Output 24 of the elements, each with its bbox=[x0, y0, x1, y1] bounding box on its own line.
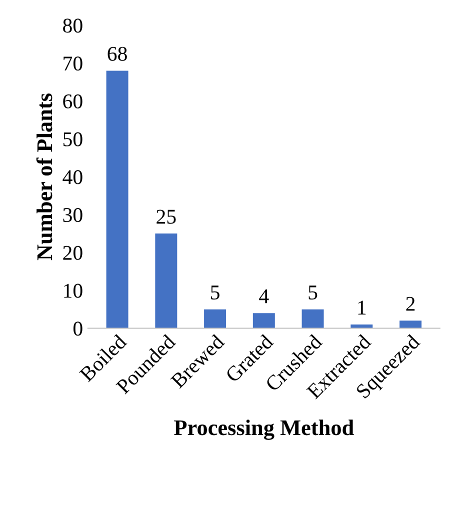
y-tick-label: 20 bbox=[63, 246, 82, 260]
bar bbox=[252, 313, 275, 328]
data-label: 2 bbox=[406, 296, 415, 311]
data-label: 5 bbox=[211, 286, 220, 300]
bar bbox=[302, 309, 324, 328]
data-label: 68 bbox=[108, 46, 127, 61]
y-tick-label: 60 bbox=[63, 94, 82, 108]
data-label: 5 bbox=[308, 286, 318, 300]
y-tick-label: 50 bbox=[63, 132, 82, 146]
y-tick-label: 10 bbox=[64, 284, 82, 298]
y-tick-label: 40 bbox=[62, 170, 82, 184]
y-tick-label: 30 bbox=[63, 208, 82, 222]
y-tick-label: 0 bbox=[73, 322, 82, 336]
data-label: 4 bbox=[259, 289, 269, 304]
bar bbox=[204, 309, 226, 328]
bar bbox=[106, 70, 128, 328]
y-tick-label: 80 bbox=[63, 18, 82, 33]
bar bbox=[155, 234, 178, 328]
data-label: 1 bbox=[358, 300, 366, 314]
bar bbox=[400, 320, 422, 328]
x-axis-title: Processing Method bbox=[174, 420, 354, 440]
y-axis-title: Number of Plants bbox=[36, 94, 52, 260]
data-label: 25 bbox=[156, 210, 176, 224]
y-tick-label: 70 bbox=[64, 56, 82, 71]
